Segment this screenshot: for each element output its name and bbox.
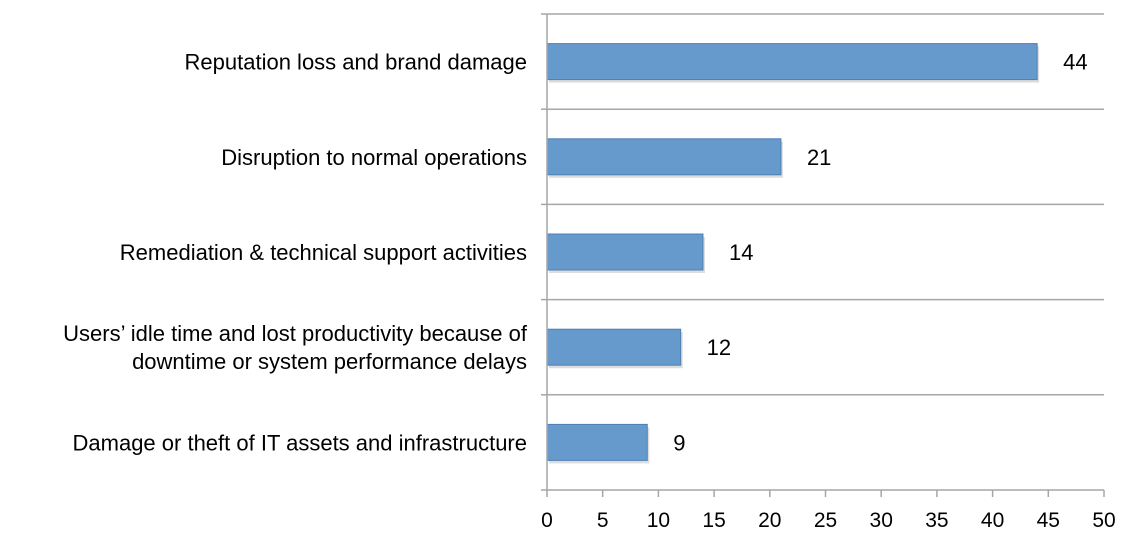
- category-label: Damage or theft of IT assets and infrast…: [73, 430, 527, 455]
- category-label: Reputation loss and brand damage: [185, 50, 527, 75]
- bar: [546, 43, 1038, 81]
- value-labels-layer: 44 21 14 12 9: [673, 50, 1087, 456]
- x-tick-label: 25: [814, 509, 837, 532]
- bar: [546, 423, 648, 461]
- x-tick-label: 10: [647, 509, 670, 532]
- x-tick-label: 20: [758, 509, 781, 532]
- x-tick-label: 45: [1037, 509, 1060, 532]
- x-tick-label: 5: [597, 509, 609, 532]
- category-label: Disruption to normal operations: [221, 145, 527, 170]
- category-labels-layer: Reputation loss and brand damage Disrupti…: [63, 50, 528, 456]
- x-tick-label: 0: [541, 509, 553, 532]
- bars-layer: [546, 43, 1040, 464]
- x-tick-label: 15: [702, 509, 725, 532]
- bar: [546, 138, 782, 176]
- grid-layer: [547, 13, 1104, 396]
- bar-value-label: 14: [729, 240, 753, 265]
- category-label: Users’ idle time and lost productivity b…: [63, 321, 528, 346]
- category-label: Remediation & technical support activiti…: [120, 240, 527, 265]
- x-tick-label: 35: [925, 509, 948, 532]
- bar-value-label: 12: [707, 335, 731, 360]
- bar-value-label: 21: [807, 145, 831, 170]
- bar-value-label: 44: [1063, 50, 1087, 75]
- tick-labels-layer: 0 5 10 15 20 25 30 35 40 45 50: [541, 509, 1116, 532]
- axis-layer: [541, 13, 1105, 497]
- x-tick-label: 50: [1092, 509, 1115, 532]
- bar: [546, 233, 704, 271]
- x-tick-label: 40: [981, 509, 1004, 532]
- x-tick-label: 30: [870, 509, 893, 532]
- category-label: downtime or system performance delays: [132, 349, 527, 374]
- bar: [546, 328, 682, 366]
- bar-value-label: 9: [673, 430, 685, 455]
